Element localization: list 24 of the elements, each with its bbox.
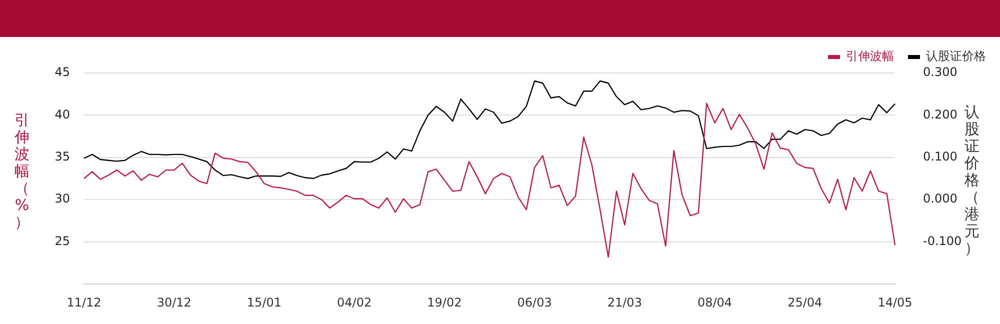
x-tick-label: 19/02 bbox=[427, 295, 462, 310]
y-tick-label: 35 bbox=[54, 150, 70, 164]
legend-label: 引伸波幅 bbox=[846, 49, 894, 64]
x-tick-label: 25/04 bbox=[788, 295, 822, 310]
y2-tick-label: 0.100 bbox=[923, 150, 958, 164]
y-tick-label: 30 bbox=[54, 192, 70, 206]
legend-label: 认股证价格 bbox=[926, 49, 986, 64]
text: 认股证价格（港元） bbox=[964, 103, 980, 257]
x-tick-label: 21/03 bbox=[607, 295, 642, 310]
x-tick-label: 15/01 bbox=[246, 295, 282, 310]
y-tick-label: 40 bbox=[54, 107, 70, 122]
x-tick-label: 06/03 bbox=[517, 295, 552, 310]
y-axis-title: 引伸波幅（%） bbox=[14, 111, 30, 231]
y2-tick-label: -0.100 bbox=[923, 234, 962, 248]
y-tick-label: 45 bbox=[54, 65, 70, 80]
y2-tick-label: 0.200 bbox=[923, 107, 958, 122]
x-tick-label: 04/02 bbox=[337, 295, 372, 310]
y-tick-label: 25 bbox=[54, 234, 70, 248]
x-tick-label: 11/12 bbox=[66, 295, 102, 310]
x-tick-label: 14/05 bbox=[878, 295, 912, 310]
x-tick-label: 30/12 bbox=[156, 295, 192, 310]
y2-tick-label: 0.000 bbox=[923, 192, 958, 206]
y2-tick-label: 0.300 bbox=[923, 65, 958, 80]
x-tick-label: 08/04 bbox=[697, 295, 732, 310]
